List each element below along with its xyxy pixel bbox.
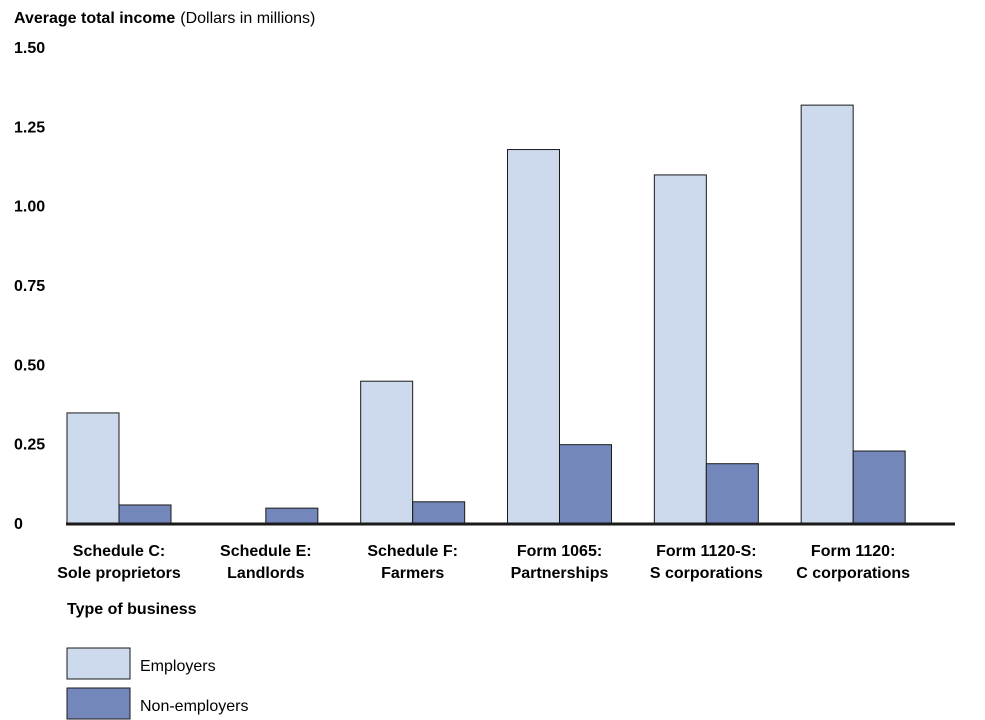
x-category-label: Schedule F: Farmers — [367, 543, 458, 582]
bar-employers — [360, 380, 414, 525]
y-tick-label: 0.50 — [14, 357, 45, 374]
y-axis-ticks: 0 0.25 0.50 0.75 1.00 1.25 1.50 — [14, 40, 45, 533]
x-axis-category-labels: Schedule C: Sole proprietors Schedule E: La… — [57, 543, 910, 582]
bar-employers — [507, 149, 560, 525]
bar-non-employers — [265, 507, 319, 525]
y-tick-label: 0 — [14, 516, 23, 533]
y-tick-label: 0.25 — [14, 437, 45, 454]
y-tick-label: 1.00 — [14, 199, 45, 216]
bar-employers — [800, 104, 854, 525]
legend-swatch-non-employers — [66, 687, 131, 720]
y-tick-label: 1.25 — [14, 119, 45, 136]
x-category-label: Form 1120: C corporations — [796, 543, 910, 582]
y-tick-label: 1.50 — [14, 40, 45, 57]
legend-label-non-employers: Non-employers — [140, 698, 248, 715]
chart-title-unit: (Dollars in millions) — [180, 10, 315, 27]
y-tick-label: 0.75 — [14, 278, 45, 295]
x-category-label: Schedule C: Sole proprietors — [57, 543, 181, 582]
legend: Employers Non-employers — [66, 647, 248, 720]
bar-non-employers — [118, 504, 172, 525]
x-category-label: Schedule E: Landlords — [220, 543, 312, 582]
bars — [66, 104, 906, 525]
chart-title: Average total income (Dollars in millions… — [14, 10, 315, 27]
bar-employers — [653, 174, 707, 525]
legend-swatch-employers — [66, 647, 131, 680]
chart-title-main: Average total income — [14, 10, 175, 27]
x-category-label: Form 1065: Partnerships — [511, 543, 609, 582]
bar-employers — [66, 412, 120, 525]
x-axis-title: Type of business — [67, 601, 197, 618]
bar-non-employers — [852, 450, 906, 525]
x-category-label: Form 1120-S: S corporations — [650, 543, 763, 582]
legend-label-employers: Employers — [140, 658, 216, 675]
bar-non-employers — [705, 463, 759, 525]
bar-non-employers — [559, 444, 612, 525]
bar-non-employers — [412, 501, 466, 525]
